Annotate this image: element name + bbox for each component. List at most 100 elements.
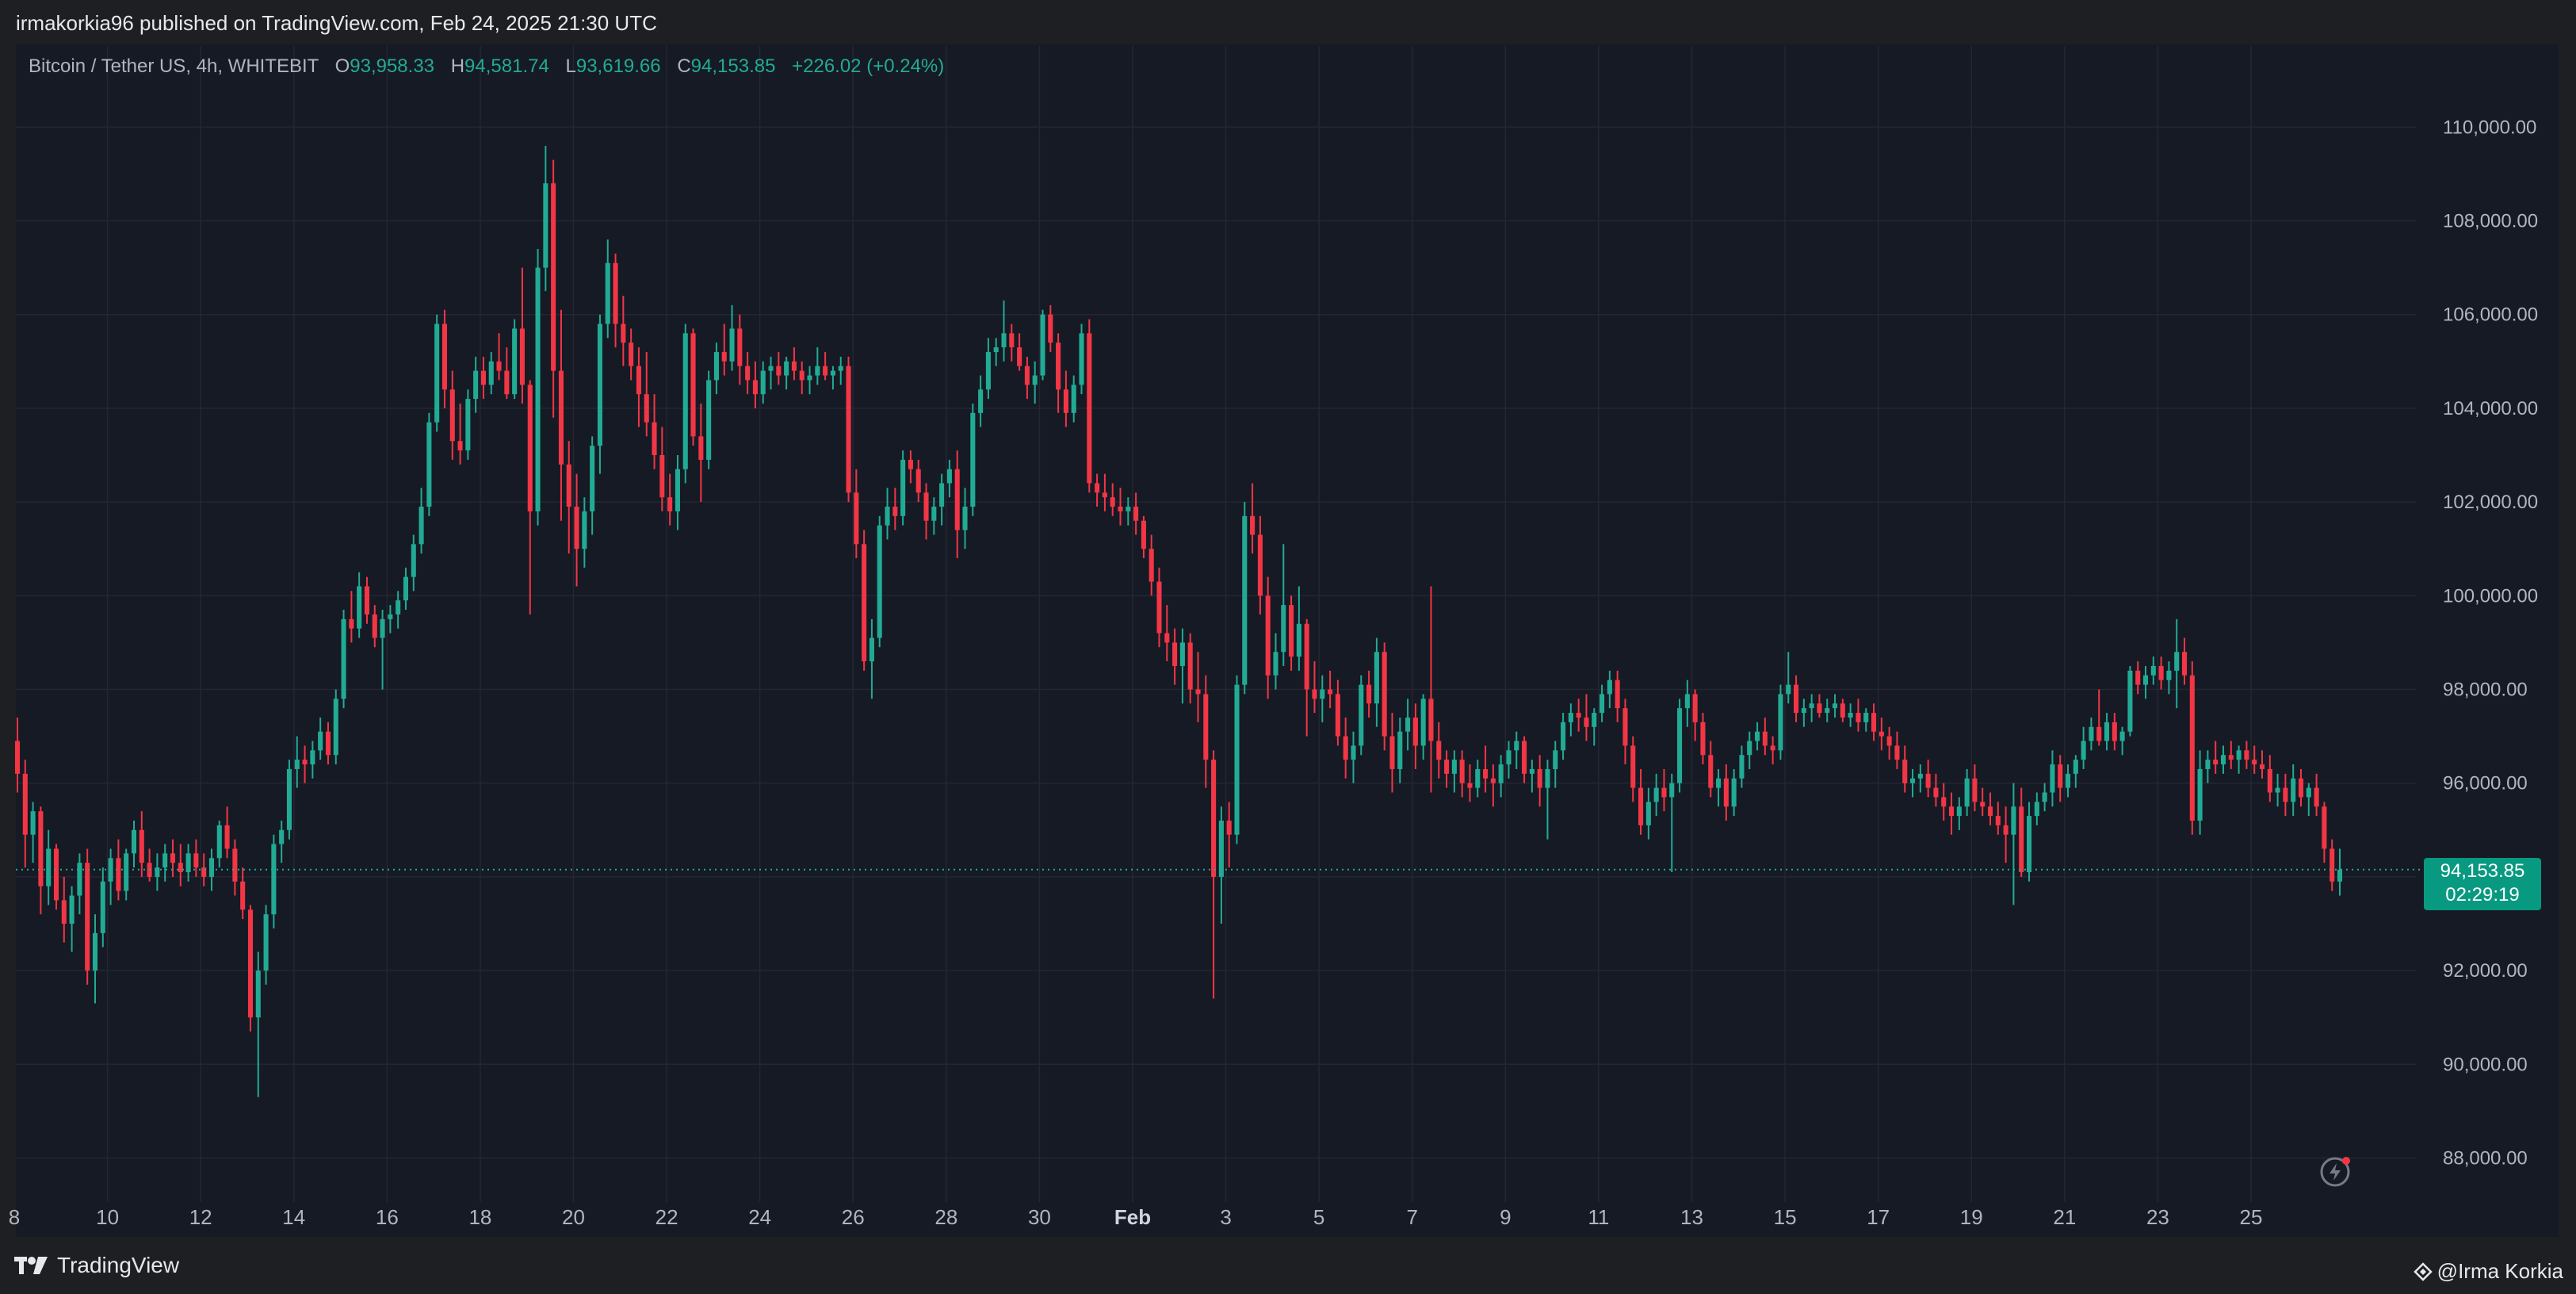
candle-body [1630, 745, 1636, 788]
candle-body [2166, 670, 2172, 680]
candle-body [1187, 642, 1193, 690]
tradingview-brand[interactable]: TradingView [14, 1253, 179, 1278]
candle-body [2314, 787, 2319, 807]
candle-body [193, 853, 199, 868]
candle-body [1459, 760, 1465, 783]
candle-body [900, 459, 906, 516]
candle-body [2019, 806, 2024, 872]
candle-body [170, 853, 176, 863]
candle-body [1987, 806, 1993, 817]
candle-body [247, 909, 254, 1018]
candle-body [1467, 783, 1473, 788]
candle-body [1218, 820, 1224, 877]
candle-body [519, 328, 525, 385]
candle-body [124, 853, 129, 891]
candle-body [1211, 760, 1217, 877]
candle-body [255, 970, 261, 1018]
candle-body [582, 511, 587, 549]
x-tick-label: 20 [562, 1205, 585, 1229]
candle-body [1972, 778, 1978, 802]
candle-body [2158, 665, 2164, 680]
high-value: 94,581.74 [464, 56, 549, 77]
x-tick-label: 7 [1407, 1205, 1418, 1229]
candle-body [854, 492, 859, 545]
y-tick-label: 106,000.00 [2443, 304, 2538, 326]
candle-body [1561, 722, 1566, 751]
candle-body [877, 525, 882, 638]
candle-body [1095, 483, 1100, 493]
candle-body [2181, 652, 2188, 676]
author-credit[interactable]: @Irma Korkia [2413, 1259, 2563, 1284]
candle-body [1825, 708, 1830, 714]
chart-panel[interactable] [16, 44, 2559, 1237]
candle-body [1056, 343, 1061, 390]
y-tick-label: 100,000.00 [2443, 585, 2538, 607]
y-tick-label: 88,000.00 [2443, 1148, 2528, 1170]
candle-body [830, 370, 835, 376]
y-tick-label: 108,000.00 [2443, 211, 2538, 232]
candle-body [2228, 755, 2234, 760]
candle-body [1762, 731, 1768, 746]
candle-body [636, 366, 641, 395]
x-tick-label: 8 [9, 1205, 20, 1229]
candle-body [77, 863, 82, 896]
candle-body [1405, 717, 1411, 732]
candle-body [1692, 694, 1698, 722]
candle-body [1296, 623, 1301, 657]
candle-body [1483, 768, 1489, 779]
candle-body [993, 347, 999, 352]
candle-body [46, 848, 52, 886]
candle-body [473, 370, 479, 400]
symbol-name: Bitcoin / Tether US, 4h, WHITEBIT [29, 56, 319, 77]
candle-body [885, 507, 890, 526]
candle-body [1436, 741, 1442, 760]
candle-body [1126, 507, 1131, 511]
candle-body [823, 366, 828, 376]
author-diamond-icon [2413, 1261, 2433, 1281]
y-tick-label: 96,000.00 [2443, 773, 2528, 794]
candle-body [2205, 760, 2211, 769]
candle-body [1366, 684, 1372, 704]
lightning-icon[interactable] [2319, 1156, 2351, 1188]
top-bar: irmakorkia96 published on TradingView.co… [0, 0, 2576, 46]
candle-body [1553, 750, 1558, 769]
x-tick-label: 11 [1588, 1205, 1609, 1229]
candle-body [597, 324, 602, 446]
candle-body [1110, 497, 1115, 507]
candle-body [652, 422, 657, 455]
candle-body [441, 324, 448, 390]
candle-body [566, 464, 571, 507]
candle-body [1568, 713, 1573, 722]
candles [14, 145, 2343, 1097]
candle-body [1863, 713, 1869, 722]
candle-body [232, 848, 238, 882]
candle-body [1537, 768, 1542, 788]
y-tick-label: 98,000.00 [2443, 680, 2528, 701]
candle-body [838, 366, 843, 371]
candle-body [1490, 778, 1496, 783]
candle-body [357, 586, 362, 629]
candle-body [1871, 713, 1877, 732]
candle-body [1242, 515, 1248, 685]
candle-body [1529, 768, 1535, 774]
high-label: H [450, 56, 465, 77]
candle-body [644, 394, 649, 423]
y-tick-label: 90,000.00 [2443, 1054, 2528, 1075]
candle-body [14, 741, 21, 774]
candle-body [1164, 633, 1170, 643]
candle-body [208, 858, 215, 877]
candle-body [1514, 741, 1519, 751]
candle-body [2197, 768, 2203, 821]
brand-name: TradingView [57, 1253, 180, 1277]
candle-body [1265, 595, 1271, 676]
candle-body [815, 366, 820, 376]
candle-body [1599, 694, 1605, 714]
candle-body [2329, 848, 2335, 882]
candle-body [1273, 652, 1278, 676]
candle-body [2104, 722, 2110, 741]
candle-body [480, 370, 486, 385]
candle-body [403, 576, 409, 601]
candle-body [496, 361, 502, 371]
x-tick-label: Feb [1114, 1205, 1151, 1229]
